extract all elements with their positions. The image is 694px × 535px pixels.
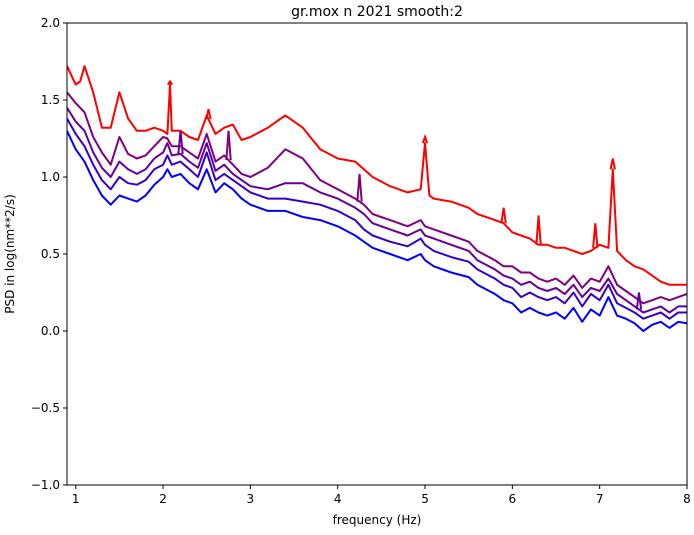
spike-8 (225, 130, 232, 161)
x-axis: 1 2 3 4 5 6 7 8 (72, 485, 691, 506)
series-line-1 (67, 130, 687, 332)
series-line-5 (67, 65, 687, 286)
x-tick-label: 5 (421, 492, 429, 506)
x-tick-label: 2 (159, 492, 167, 506)
x-tick-label: 1 (72, 492, 80, 506)
y-tick-label: 0.5 (41, 247, 60, 261)
x-tick-label: 7 (596, 492, 604, 506)
spike-7 (592, 223, 599, 248)
chart-title: gr.mox n 2021 smooth:2 (291, 4, 463, 20)
series-line-3 (67, 107, 687, 314)
y-axis: −1.0 −0.5 0.0 0.5 1.0 1.5 2.0 (31, 16, 67, 492)
spike-5 (535, 215, 542, 245)
spike-1 (167, 79, 174, 86)
spike-9 (356, 173, 363, 202)
y-tick-label: 1.5 (41, 93, 60, 107)
series-line-4 (67, 91, 687, 305)
spike-10 (177, 130, 184, 154)
series-layer (67, 65, 687, 332)
spike-2 (205, 109, 212, 120)
y-axis-label: PSD in log(nm**2/s) (3, 194, 17, 314)
x-tick-label: 6 (509, 492, 517, 506)
spike-3 (421, 133, 429, 144)
spike-6 (609, 158, 616, 170)
series-line-2 (67, 118, 687, 320)
x-tick-label: 3 (247, 492, 255, 506)
x-tick-label: 4 (334, 492, 342, 506)
x-tick-label: 8 (683, 492, 691, 506)
plot-frame (66, 22, 688, 486)
y-tick-label: −0.5 (31, 401, 60, 415)
y-tick-label: 2.0 (41, 16, 60, 30)
spike-4 (500, 207, 507, 224)
x-axis-label: frequency (Hz) (333, 513, 422, 527)
y-tick-label: 0.0 (41, 324, 60, 338)
y-tick-label: −1.0 (31, 478, 60, 492)
y-tick-label: 1.0 (41, 170, 60, 184)
spike-11 (635, 292, 643, 310)
